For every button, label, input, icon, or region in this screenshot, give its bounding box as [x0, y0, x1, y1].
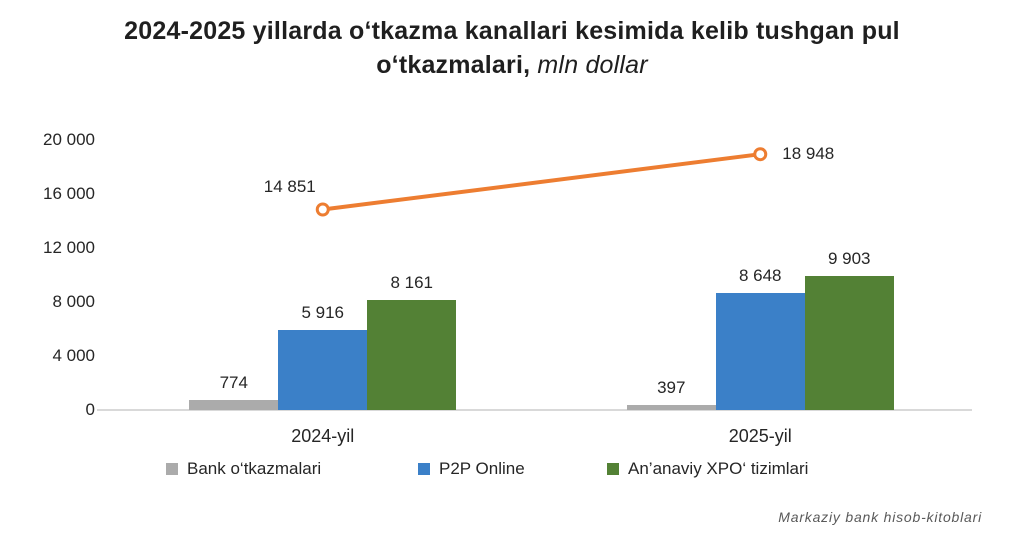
chart-title-line1: 2024-2025 yillarda o‘tkazma kanallari ke… — [124, 17, 900, 45]
bar-value-label: 8 161 — [390, 272, 434, 292]
legend-item-series1: P2P Online — [418, 458, 525, 480]
legend-item-series2: An’anaviy XPO‘ tizimlari — [607, 458, 808, 480]
legend-swatch — [166, 463, 178, 475]
bar-2025-yil-series2 — [804, 276, 894, 410]
bar-2024-yil-series0 — [189, 399, 279, 410]
y-axis-tick-label: 0 — [85, 400, 95, 419]
x-axis-category-label: 2025-yil — [728, 426, 792, 446]
y-axis-tick-label: 16 000 — [43, 184, 95, 203]
bar-2025-yil-series1 — [715, 293, 805, 410]
line-value-label: 14 851 — [263, 176, 316, 196]
bar-value-label: 5 916 — [301, 303, 345, 323]
legend-item-series0: Bank o‘tkazmalari — [166, 458, 321, 480]
legend-label: Bank o‘tkazmalari — [187, 459, 322, 478]
x-axis-category-label: 2024-yil — [291, 426, 355, 446]
bar-value-label: 774 — [219, 372, 248, 392]
legend-label: An’anaviy XPO‘ tizimlari — [628, 459, 809, 478]
bar-value-label: 9 903 — [827, 249, 871, 269]
bar-2025-yil-series0 — [626, 404, 716, 410]
y-axis-tick-label: 20 000 — [43, 130, 95, 149]
chart-title-line2: o‘tkazmalari, — [376, 51, 531, 79]
y-axis-tick-label: 12 000 — [43, 238, 95, 257]
chart-title: 2024-2025 yillarda o‘tkazma kanallari ke… — [0, 14, 1024, 82]
chart-title-units: mln dollar — [530, 51, 648, 79]
source-note: Markaziy bank hisob-kitoblari — [778, 509, 982, 525]
bar-value-label: 8 648 — [738, 266, 782, 286]
legend-swatch — [418, 463, 430, 475]
bar-2024-yil-series2 — [367, 299, 457, 410]
line-value-label: 18 948 — [782, 144, 835, 164]
legend-swatch — [607, 463, 619, 475]
y-axis-tick-label: 8 000 — [52, 292, 95, 311]
y-axis-tick-label: 4 000 — [52, 346, 95, 365]
line-marker — [315, 202, 330, 217]
line-path — [322, 152, 761, 212]
bar-value-label: 397 — [657, 377, 686, 397]
x-axis-line — [97, 409, 972, 411]
legend-label: P2P Online — [439, 459, 525, 478]
bar-2024-yil-series1 — [278, 330, 368, 410]
line-marker — [753, 147, 768, 162]
